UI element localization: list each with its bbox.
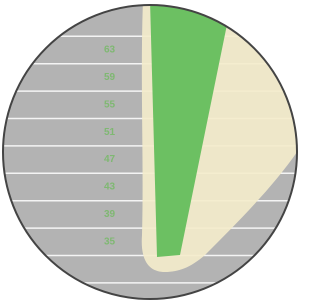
scale-label: 43 (104, 182, 116, 193)
scale-label: 63 (104, 45, 116, 56)
scale-label: 39 (104, 209, 116, 220)
scale-label: 35 (104, 236, 116, 247)
scale-label: 51 (104, 127, 116, 138)
gauge-diagram: 63 59 55 51 47 43 39 35 (0, 0, 299, 303)
scale-label: 59 (104, 72, 116, 83)
scale-label: 55 (104, 99, 116, 110)
disc-content: 63 59 55 51 47 43 39 35 (0, 0, 299, 303)
scale-label: 47 (104, 154, 116, 165)
page: {"scale": {"labels": [63, 59, 55, 51, 47… (0, 0, 299, 303)
